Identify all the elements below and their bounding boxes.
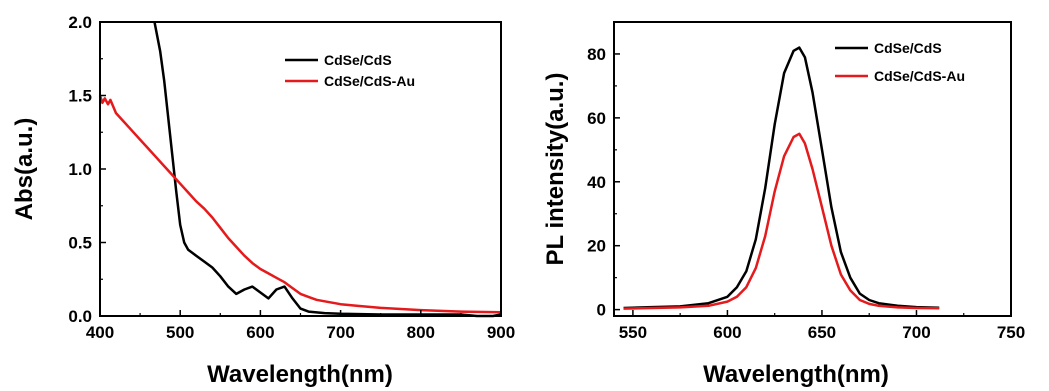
x-axis-label: Wavelength(nm) <box>703 361 889 388</box>
x-tick-label: 900 <box>487 323 515 342</box>
y-tick-label: 0.5 <box>68 234 92 253</box>
x-axis-label: Wavelength(nm) <box>207 361 393 388</box>
series-layer <box>98 21 502 318</box>
legend: CdSe/CdS CdSe/CdS-Au <box>835 40 965 84</box>
legend-label-cdse-cds-au: CdSe/CdS-Au <box>874 68 965 84</box>
series-line-cdse-cds-au <box>98 95 502 314</box>
y-tick-label: 0 <box>597 301 606 320</box>
plot-area <box>613 21 1012 317</box>
x-tick-label: 600 <box>713 323 741 342</box>
x-tick-label: 650 <box>808 323 836 342</box>
legend-label-cdse-cds: CdSe/CdS <box>874 40 942 56</box>
y-tick-label: 1.5 <box>68 87 92 106</box>
x-tick-label: 550 <box>619 323 647 342</box>
tick-marks <box>614 53 1012 316</box>
plot-area <box>98 21 502 318</box>
x-tick-label: 750 <box>997 323 1025 342</box>
series-line-cdse-cds-au <box>623 132 940 310</box>
absorbance-chart: 400 500 600 700 800 900 0.0 0.5 1.0 1.5 2.0 Wavel… <box>11 13 515 388</box>
x-tick-label: 800 <box>407 323 435 342</box>
y-tick-label: 80 <box>587 45 606 64</box>
x-tick-labels: 550 600 650 700 750 <box>619 323 1025 342</box>
legend: CdSe/CdS CdSe/CdS-Au <box>285 52 415 89</box>
x-tick-labels: 400 500 600 700 800 900 <box>86 323 515 342</box>
series-line-cdse-cds <box>623 46 940 310</box>
pl-intensity-chart: 550 600 650 700 750 0 20 40 60 80 Wavelength(nm)… <box>542 21 1025 388</box>
legend-label-cdse-cds: CdSe/CdS <box>324 52 392 68</box>
y-tick-label: 2.0 <box>68 13 92 32</box>
y-tick-labels: 0 20 40 60 80 <box>587 45 606 320</box>
x-tick-label: 700 <box>902 323 930 342</box>
y-tick-label: 1.0 <box>68 160 92 179</box>
y-tick-label: 60 <box>587 109 606 128</box>
y-axis-label: Abs(a.u.) <box>11 118 38 221</box>
y-axis-label: PL intensity(a.u.) <box>542 73 569 266</box>
x-tick-label: 700 <box>326 323 354 342</box>
y-tick-label: 0.0 <box>68 307 92 326</box>
x-tick-label: 500 <box>166 323 194 342</box>
tick-marks <box>99 21 502 317</box>
plot-frame <box>99 21 502 317</box>
series-layer <box>623 46 940 310</box>
x-tick-label: 600 <box>246 323 274 342</box>
y-tick-label: 40 <box>587 173 606 192</box>
y-tick-labels: 0.0 0.5 1.0 1.5 2.0 <box>68 13 92 326</box>
series-line-cdse-cds <box>153 21 502 318</box>
y-tick-label: 20 <box>587 237 606 256</box>
plot-frame <box>613 21 1012 317</box>
x-tick-label: 400 <box>86 323 114 342</box>
legend-label-cdse-cds-au: CdSe/CdS-Au <box>324 73 415 89</box>
